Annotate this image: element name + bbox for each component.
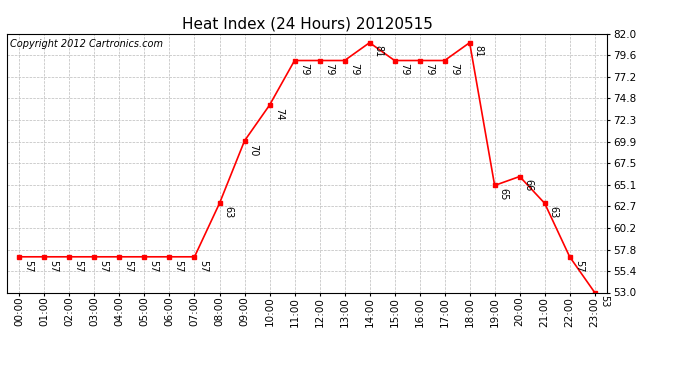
Text: 57: 57 <box>124 260 134 272</box>
Text: 79: 79 <box>424 63 434 76</box>
Text: 79: 79 <box>399 63 408 76</box>
Text: 74: 74 <box>274 108 284 120</box>
Text: 79: 79 <box>348 63 359 76</box>
Text: 57: 57 <box>23 260 34 272</box>
Text: 63: 63 <box>549 206 559 218</box>
Text: 79: 79 <box>299 63 308 76</box>
Title: Heat Index (24 Hours) 20120515: Heat Index (24 Hours) 20120515 <box>181 16 433 31</box>
Text: 79: 79 <box>448 63 459 76</box>
Text: 63: 63 <box>224 206 234 218</box>
Text: 81: 81 <box>474 45 484 58</box>
Text: 81: 81 <box>374 45 384 58</box>
Text: 57: 57 <box>574 260 584 272</box>
Text: 57: 57 <box>148 260 159 272</box>
Text: 79: 79 <box>324 63 334 76</box>
Text: 57: 57 <box>48 260 59 272</box>
Text: 70: 70 <box>248 144 259 156</box>
Text: Copyright 2012 Cartronics.com: Copyright 2012 Cartronics.com <box>10 39 163 49</box>
Text: 53: 53 <box>599 295 609 307</box>
Text: 66: 66 <box>524 179 534 192</box>
Text: 65: 65 <box>499 188 509 201</box>
Text: 57: 57 <box>74 260 83 272</box>
Text: 57: 57 <box>174 260 184 272</box>
Text: 57: 57 <box>99 260 108 272</box>
Text: 57: 57 <box>199 260 208 272</box>
